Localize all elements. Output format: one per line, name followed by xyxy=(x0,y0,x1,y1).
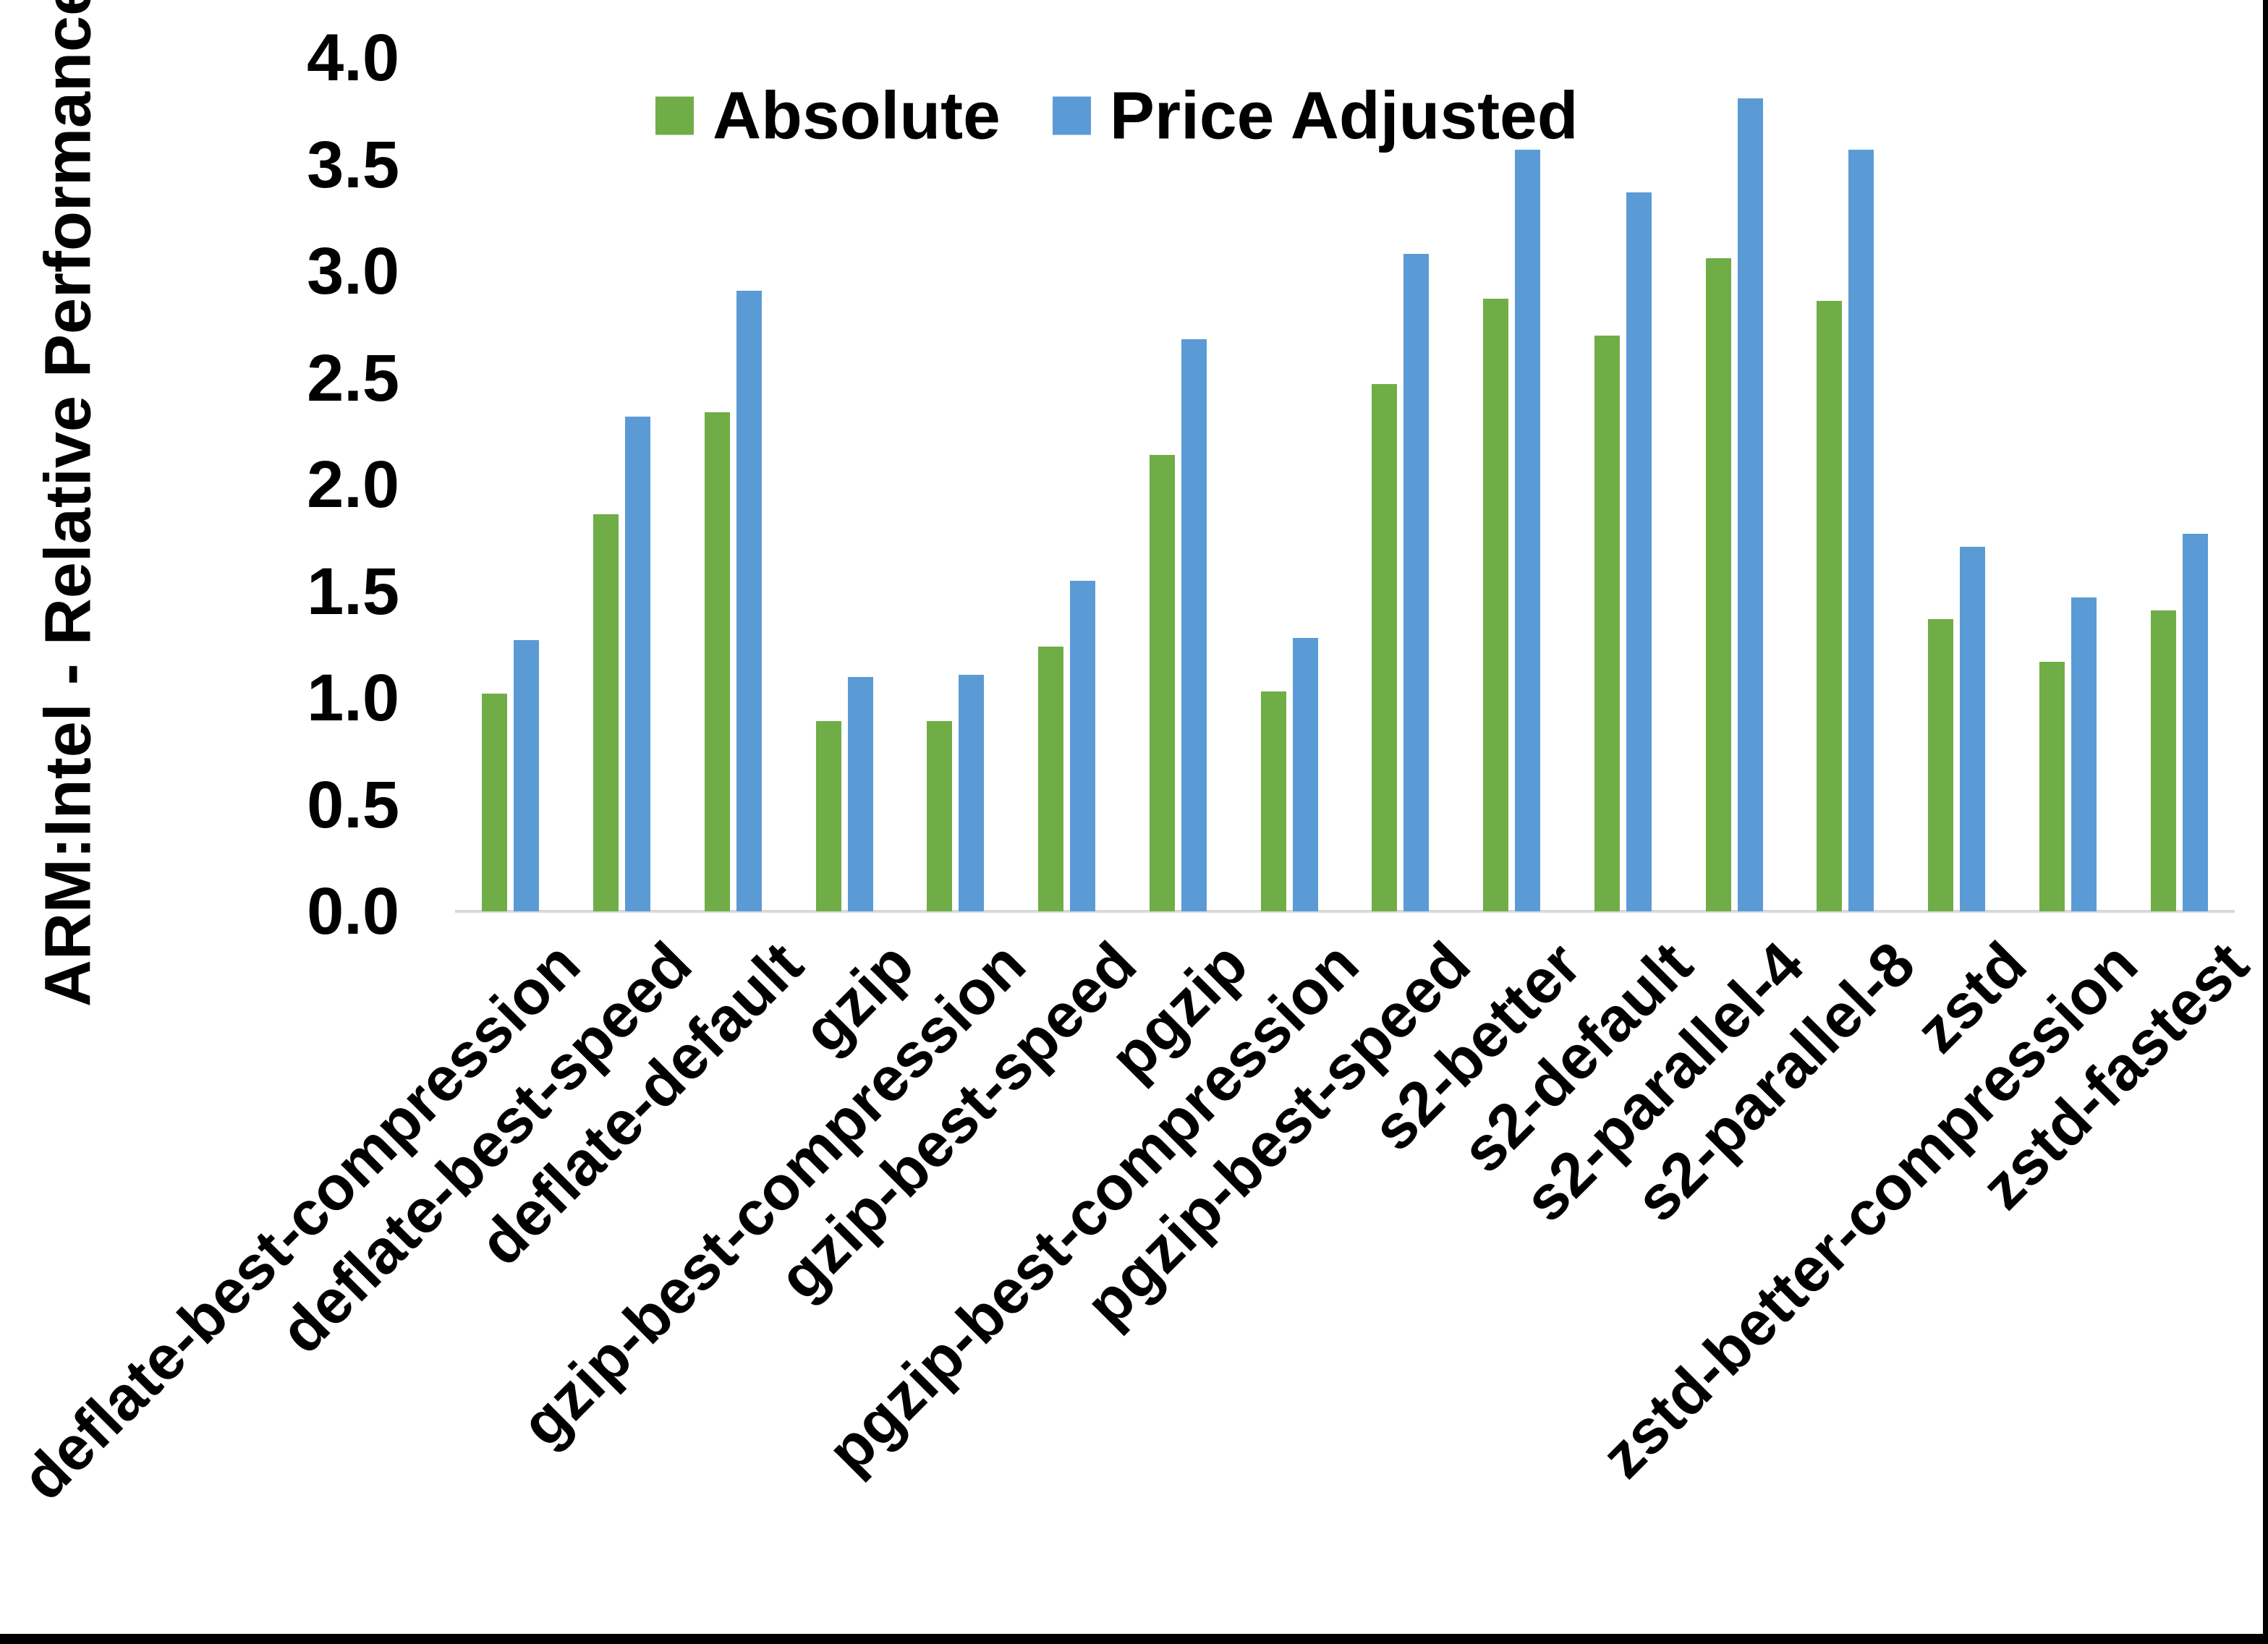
y-tick-label: 1.0 xyxy=(307,661,399,735)
bar-absolute-s2-parallel-8 xyxy=(1817,301,1843,911)
right-border xyxy=(2263,0,2268,1644)
bar-absolute-zstd-fastest xyxy=(2150,610,2176,911)
y-tick-label: 3.5 xyxy=(307,127,399,202)
y-axis-title: ARM:Intel - Relative Performance xyxy=(32,0,105,1008)
y-tick-label: 0.0 xyxy=(307,874,399,948)
y-tick-label: 2.5 xyxy=(307,341,399,415)
bar-price-adjusted-s2-default xyxy=(1626,192,1652,911)
y-tick-label: 1.5 xyxy=(307,554,399,629)
legend-swatch-price-adjusted-icon xyxy=(1052,96,1091,135)
bar-price-adjusted-s2-parallel-4 xyxy=(1737,98,1763,911)
bar-price-adjusted-pgzip xyxy=(1181,339,1207,911)
bar-price-adjusted-pgzip-best-speed xyxy=(1403,254,1430,911)
bar-price-adjusted-pgzip-best-compression xyxy=(1292,638,1318,911)
bar-absolute-deflate-default xyxy=(704,412,730,911)
bar-absolute-zstd-better-compression xyxy=(2039,661,2065,911)
legend-item-price-adjusted: Price Adjusted xyxy=(1052,77,1579,153)
bar-price-adjusted-s2-parallel-8 xyxy=(1848,149,1874,911)
bar-absolute-gzip-best-compression xyxy=(927,721,953,911)
bar-price-adjusted-deflate-default xyxy=(736,290,762,911)
bar-price-adjusted-s2-better xyxy=(1515,149,1541,911)
x-axis-line xyxy=(455,910,2235,913)
y-tick-label: 4.0 xyxy=(307,21,399,95)
bar-absolute-deflate-best-speed xyxy=(593,514,619,911)
bar-price-adjusted-gzip-best-speed xyxy=(1070,580,1096,911)
bar-absolute-s2-default xyxy=(1594,335,1620,911)
legend-item-absolute: Absolute xyxy=(655,82,1001,150)
bar-absolute-zstd xyxy=(1928,618,1954,911)
bar-absolute-pgzip xyxy=(1149,454,1175,911)
bar-absolute-pgzip-best-speed xyxy=(1372,384,1398,911)
y-tick-label: 3.0 xyxy=(307,234,399,308)
bar-price-adjusted-zstd xyxy=(1960,546,1986,911)
bottom-border xyxy=(0,1634,2268,1644)
bar-absolute-pgzip-best-compression xyxy=(1260,691,1286,911)
bar-price-adjusted-deflate-best-compression xyxy=(514,640,540,911)
bar-price-adjusted-deflate-best-speed xyxy=(625,416,651,911)
y-tick-label: 2.0 xyxy=(307,448,399,521)
bar-absolute-deflate-best-compression xyxy=(482,694,508,911)
bar-absolute-gzip xyxy=(815,721,841,911)
legend: Absolute Price Adjusted xyxy=(655,82,1579,150)
y-tick-label: 0.5 xyxy=(307,767,399,842)
bar-price-adjusted-gzip xyxy=(847,676,873,911)
legend-swatch-absolute-icon xyxy=(655,96,694,135)
legend-label-price-adjusted: Price Adjusted xyxy=(1109,77,1579,153)
bar-price-adjusted-zstd-better-compression xyxy=(2070,597,2097,911)
bar-absolute-s2-parallel-4 xyxy=(1705,258,1731,911)
legend-label-absolute: Absolute xyxy=(713,77,1001,153)
bar-absolute-gzip-best-speed xyxy=(1038,647,1064,911)
bar-absolute-s2-better xyxy=(1483,299,1509,911)
bar-price-adjusted-zstd-fastest xyxy=(2182,533,2208,911)
bar-price-adjusted-gzip-best-compression xyxy=(959,674,985,911)
